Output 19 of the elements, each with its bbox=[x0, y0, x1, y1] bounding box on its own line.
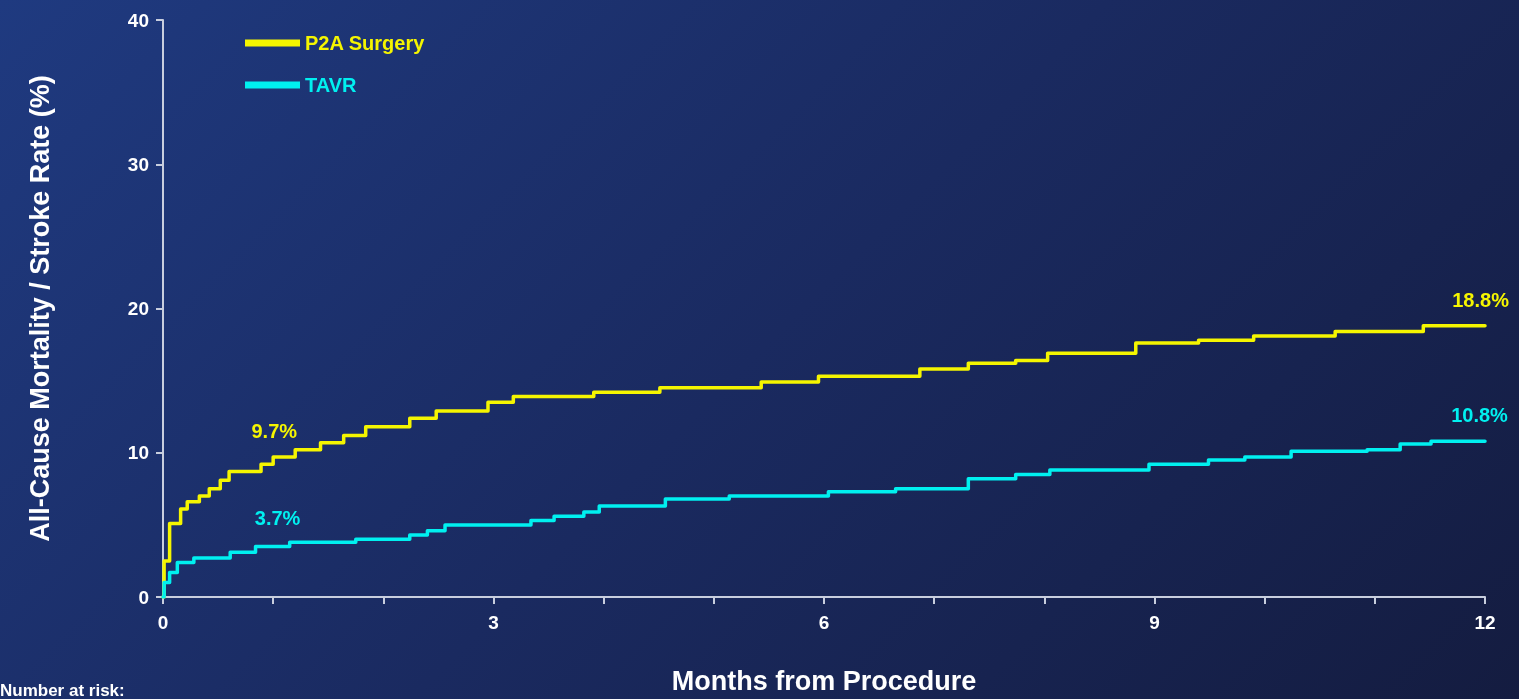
x-tick-label: 12 bbox=[1474, 612, 1496, 633]
y-tick-label: 30 bbox=[127, 153, 149, 175]
y-axis-title: All-Cause Mortality / Stroke Rate (%) bbox=[24, 75, 55, 542]
annotation: 10.8% bbox=[1451, 404, 1509, 427]
y-tick-label: 0 bbox=[138, 586, 149, 608]
annotation: 9.7% bbox=[251, 420, 298, 443]
legend-label: P2A Surgery bbox=[305, 32, 426, 54]
x-tick-label: 0 bbox=[157, 612, 169, 633]
x-axis-title: Months from Procedure bbox=[671, 665, 977, 696]
y-tick-label: 10 bbox=[127, 442, 149, 464]
x-tick-label: 6 bbox=[818, 612, 830, 633]
text: Number at risk: bbox=[0, 681, 125, 699]
y-tick-label: 20 bbox=[127, 298, 149, 319]
annotation: 3.7% bbox=[254, 506, 301, 529]
x-tick-label: 9 bbox=[1149, 612, 1160, 633]
legend-label: TAVR bbox=[305, 74, 358, 96]
x-tick-label: 3 bbox=[488, 612, 499, 633]
y-tick-label: 40 bbox=[127, 9, 149, 31]
annotation: 18.8% bbox=[1452, 288, 1510, 311]
